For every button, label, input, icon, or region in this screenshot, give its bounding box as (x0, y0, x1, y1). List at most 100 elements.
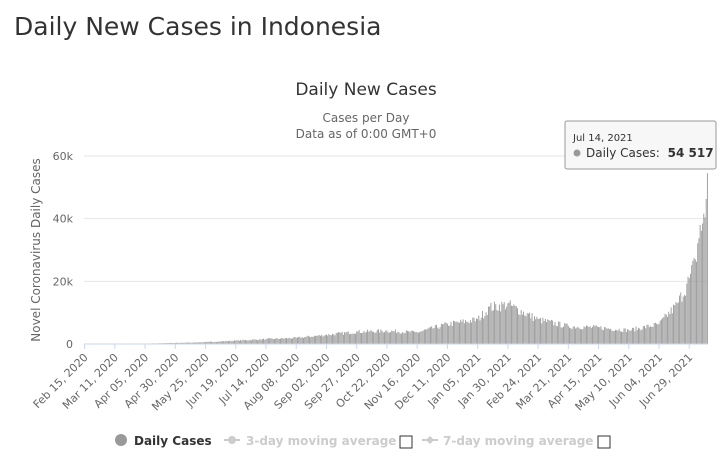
bar[interactable] (677, 302, 679, 344)
bar[interactable] (264, 339, 266, 344)
bar[interactable] (284, 338, 286, 344)
bar[interactable] (523, 311, 525, 344)
bar[interactable] (188, 342, 190, 344)
bar[interactable] (381, 331, 383, 344)
bar[interactable] (474, 321, 476, 344)
bar[interactable] (416, 332, 418, 344)
bar[interactable] (442, 324, 444, 344)
bar[interactable] (554, 322, 556, 344)
bar[interactable] (196, 342, 198, 344)
bar[interactable] (402, 332, 404, 344)
bar[interactable] (536, 316, 538, 344)
bar[interactable] (644, 325, 645, 344)
bar[interactable] (312, 337, 314, 344)
bar[interactable] (399, 333, 401, 344)
bar[interactable] (432, 328, 434, 344)
bar[interactable] (501, 301, 503, 344)
bar[interactable] (662, 317, 664, 344)
bar[interactable] (423, 329, 425, 344)
bar[interactable] (261, 339, 263, 344)
bar[interactable] (656, 323, 658, 344)
bar[interactable] (665, 314, 667, 344)
bar[interactable] (419, 332, 421, 344)
bar[interactable] (329, 335, 331, 344)
bar[interactable] (601, 329, 603, 344)
bar[interactable] (248, 340, 250, 344)
bar[interactable] (633, 328, 635, 344)
bar[interactable] (600, 326, 602, 344)
bar[interactable] (422, 330, 424, 344)
bar[interactable] (242, 339, 244, 344)
bar[interactable] (699, 224, 701, 344)
bar[interactable] (508, 302, 510, 344)
bar[interactable] (172, 342, 174, 344)
bar[interactable] (271, 338, 273, 344)
bar[interactable] (653, 323, 655, 344)
bar[interactable] (347, 331, 349, 344)
bar[interactable] (654, 322, 656, 344)
bar[interactable] (276, 338, 278, 344)
bar[interactable] (289, 338, 291, 344)
bar[interactable] (345, 332, 347, 344)
bar[interactable] (668, 311, 670, 344)
bar[interactable] (371, 331, 373, 344)
bar[interactable] (486, 314, 488, 344)
bar[interactable] (478, 315, 480, 344)
bar[interactable] (492, 310, 494, 344)
bar[interactable] (417, 332, 419, 344)
bar[interactable] (639, 328, 641, 344)
bar[interactable] (480, 317, 482, 344)
bar[interactable] (657, 324, 659, 344)
bar[interactable] (251, 340, 252, 344)
bar[interactable] (459, 322, 460, 344)
bar[interactable] (295, 337, 297, 344)
bar[interactable] (177, 342, 179, 344)
bar[interactable] (426, 329, 428, 344)
bar[interactable] (641, 329, 643, 344)
bar[interactable] (240, 339, 242, 344)
bar[interactable] (327, 335, 329, 344)
bar[interactable] (563, 326, 564, 344)
bar[interactable] (183, 342, 185, 344)
bar[interactable] (378, 329, 379, 344)
bar[interactable] (623, 328, 625, 344)
bar[interactable] (703, 213, 705, 344)
bar[interactable] (180, 342, 182, 344)
bar[interactable] (532, 320, 534, 344)
bar[interactable] (590, 327, 592, 344)
bar[interactable] (560, 327, 562, 344)
bar[interactable] (368, 331, 370, 344)
bar[interactable] (544, 319, 546, 344)
bar[interactable] (541, 323, 543, 344)
bar[interactable] (596, 326, 598, 344)
bar[interactable] (324, 334, 326, 344)
bar[interactable] (559, 321, 561, 344)
bar[interactable] (638, 327, 639, 344)
bar[interactable] (671, 313, 673, 344)
bar[interactable] (483, 318, 485, 344)
bar[interactable] (552, 320, 554, 344)
bar[interactable] (702, 223, 704, 344)
bar[interactable] (353, 333, 355, 344)
bar[interactable] (451, 326, 453, 344)
bar[interactable] (224, 341, 226, 344)
bar[interactable] (515, 306, 517, 344)
bar[interactable] (254, 339, 256, 344)
bar[interactable] (471, 322, 473, 344)
bar[interactable] (309, 336, 310, 344)
bar[interactable] (298, 336, 300, 344)
bar[interactable] (627, 329, 629, 344)
bar[interactable] (330, 335, 332, 344)
bar[interactable] (215, 341, 217, 344)
bar[interactable] (687, 276, 689, 344)
bar[interactable] (265, 338, 267, 344)
bar[interactable] (468, 323, 470, 344)
bar[interactable] (253, 339, 255, 344)
bar[interactable] (358, 330, 360, 344)
bar[interactable] (328, 333, 330, 344)
bar[interactable] (374, 333, 376, 344)
legend-item-3day-average[interactable]: 3-day moving average (224, 434, 396, 448)
bar[interactable] (450, 321, 452, 344)
bar[interactable] (303, 337, 304, 344)
bar[interactable] (693, 257, 695, 344)
